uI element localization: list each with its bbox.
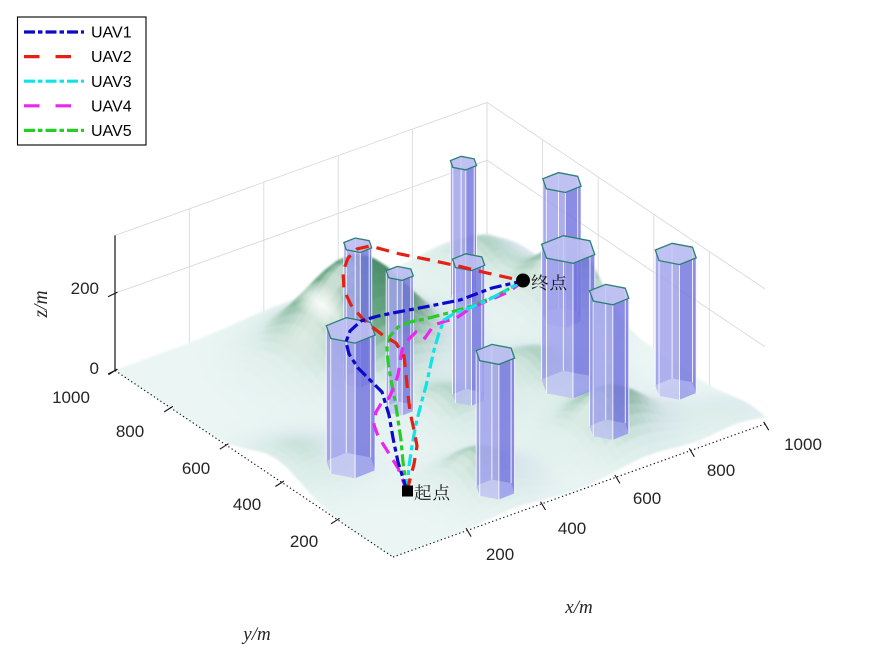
svg-text:x/m: x/m xyxy=(564,597,592,618)
svg-text:200: 200 xyxy=(290,532,318,551)
svg-text:200: 200 xyxy=(486,545,514,564)
svg-text:400: 400 xyxy=(558,519,586,538)
svg-text:UAV3: UAV3 xyxy=(91,74,132,91)
svg-text:800: 800 xyxy=(116,422,144,441)
svg-text:800: 800 xyxy=(707,461,735,480)
svg-text:0: 0 xyxy=(90,359,99,378)
svg-text:UAV5: UAV5 xyxy=(91,123,132,140)
svg-text:600: 600 xyxy=(633,489,661,508)
svg-text:1000: 1000 xyxy=(784,435,822,454)
svg-text:UAV1: UAV1 xyxy=(91,25,132,42)
svg-text:600: 600 xyxy=(182,459,210,478)
svg-text:1000: 1000 xyxy=(52,388,90,407)
svg-text:UAV4: UAV4 xyxy=(91,98,132,115)
svg-text:y/m: y/m xyxy=(241,624,270,645)
svg-text:UAV2: UAV2 xyxy=(91,49,132,66)
svg-text:200: 200 xyxy=(71,279,99,298)
svg-text:z/m: z/m xyxy=(31,290,52,318)
svg-text:400: 400 xyxy=(233,495,261,514)
